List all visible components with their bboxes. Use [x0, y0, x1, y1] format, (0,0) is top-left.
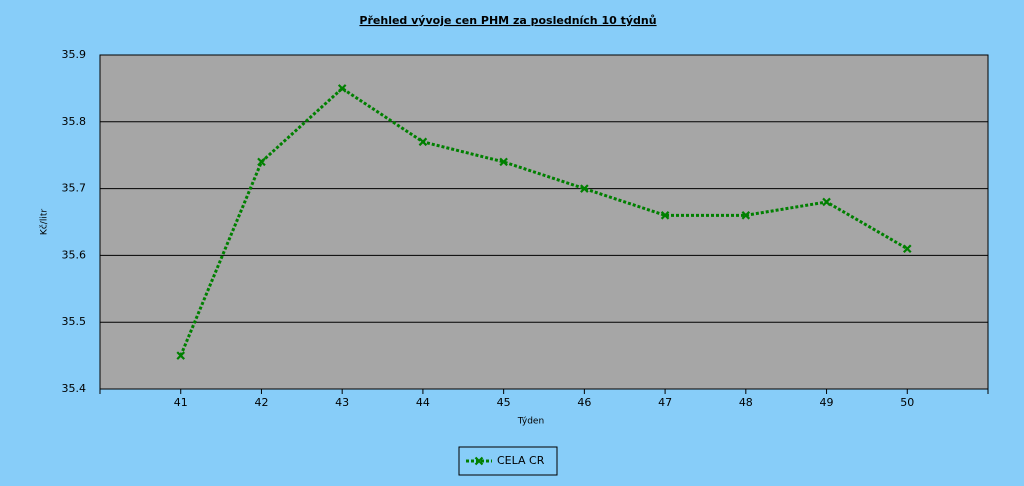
- y-tick-label: 35.9: [62, 48, 87, 61]
- x-tick-label: 45: [497, 396, 511, 409]
- x-tick-label: 44: [416, 396, 430, 409]
- legend-marker: [474, 456, 484, 466]
- x-tick-label: 50: [900, 396, 914, 409]
- y-tick-label: 35.4: [62, 382, 87, 395]
- x-axis-label: Týden: [517, 417, 544, 427]
- chart-title: Přehled vývoje cen PHM za posledních 10 …: [359, 14, 656, 27]
- y-tick-label: 35.8: [62, 115, 87, 128]
- point-marker: [418, 137, 428, 147]
- point-marker: [337, 84, 347, 93]
- x-tick-label: 49: [820, 396, 834, 409]
- x-tick-label: 41: [174, 396, 188, 409]
- point-marker: [580, 184, 589, 193]
- x-tick-label: 47: [658, 396, 672, 409]
- y-tick-label: 35.6: [62, 248, 87, 261]
- plot-area: [99, 54, 989, 390]
- series-line: [179, 86, 909, 357]
- point-marker: [660, 211, 670, 220]
- point-marker: [741, 211, 751, 220]
- point-marker: [257, 157, 266, 167]
- point-marker: [822, 197, 831, 207]
- y-tick-label: 35.5: [62, 315, 87, 328]
- x-tick-label: 46: [577, 396, 591, 409]
- x-tick-label: 48: [739, 396, 753, 409]
- legend-box: [458, 446, 558, 476]
- point-marker: [499, 157, 508, 167]
- legend-label: CELA CR: [497, 454, 545, 467]
- x-tick-label: 42: [254, 396, 268, 409]
- point-marker: [902, 244, 912, 253]
- y-tick-label: 35.7: [62, 182, 87, 195]
- y-axis-label: Kč/litr: [39, 209, 50, 235]
- x-tick-label: 43: [335, 396, 349, 409]
- point-marker: [176, 351, 186, 360]
